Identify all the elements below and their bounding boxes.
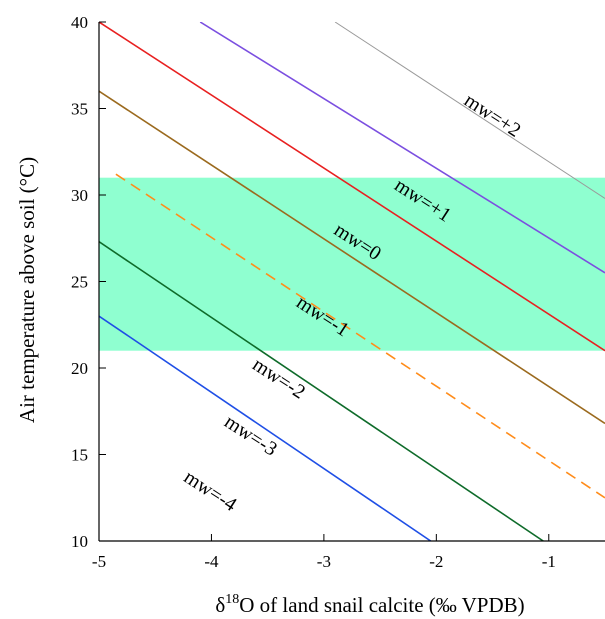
y-tick-label-5: 35 xyxy=(71,100,88,119)
shaded-band xyxy=(99,177,605,351)
x-axis-title-prefix: δ xyxy=(215,593,225,617)
x-tick-label-4: -1 xyxy=(542,552,556,571)
x-tick-label-3: -2 xyxy=(429,552,443,571)
y-tick-label-3: 25 xyxy=(71,273,88,292)
series-line-0 xyxy=(334,22,605,199)
x-axis-title-sup: 18 xyxy=(225,592,239,607)
series-label-0: mw=+2 xyxy=(460,89,524,142)
series-line-3 xyxy=(99,90,605,425)
y-tick-label-6: 40 xyxy=(71,13,88,32)
series-label-4: mw=-2 xyxy=(249,354,310,404)
x-tick-label-1: -4 xyxy=(204,552,219,571)
shaded-band-layer xyxy=(99,177,605,351)
y-tick-label-1: 15 xyxy=(71,446,88,465)
y-tick-label-2: 20 xyxy=(71,359,88,378)
series-lines-layer xyxy=(99,22,605,541)
x-axis-title-suffix: O of land snail calcite (‰ VPDB) xyxy=(239,593,524,617)
x-tick-label-2: -3 xyxy=(317,552,331,571)
y-tick-label-0: 10 xyxy=(71,532,88,551)
y-axis-title: Air temperature above soil (°C) xyxy=(15,157,39,423)
series-label-6: mw=-4 xyxy=(180,466,241,516)
y-tick-label-4: 30 xyxy=(71,186,88,205)
series-line-2 xyxy=(99,22,605,352)
series-line-6 xyxy=(99,315,432,541)
series-line-5 xyxy=(99,241,544,541)
ticks-layer: -5 -4 -3 -2 -1 10 15 20 25 30 35 40 xyxy=(71,13,556,571)
x-tick-label-0: -5 xyxy=(92,552,106,571)
series-line-1 xyxy=(199,22,605,274)
series-line-4 xyxy=(115,173,605,499)
x-axis-title: δ18O of land snail calcite (‰ VPDB) xyxy=(215,592,524,617)
